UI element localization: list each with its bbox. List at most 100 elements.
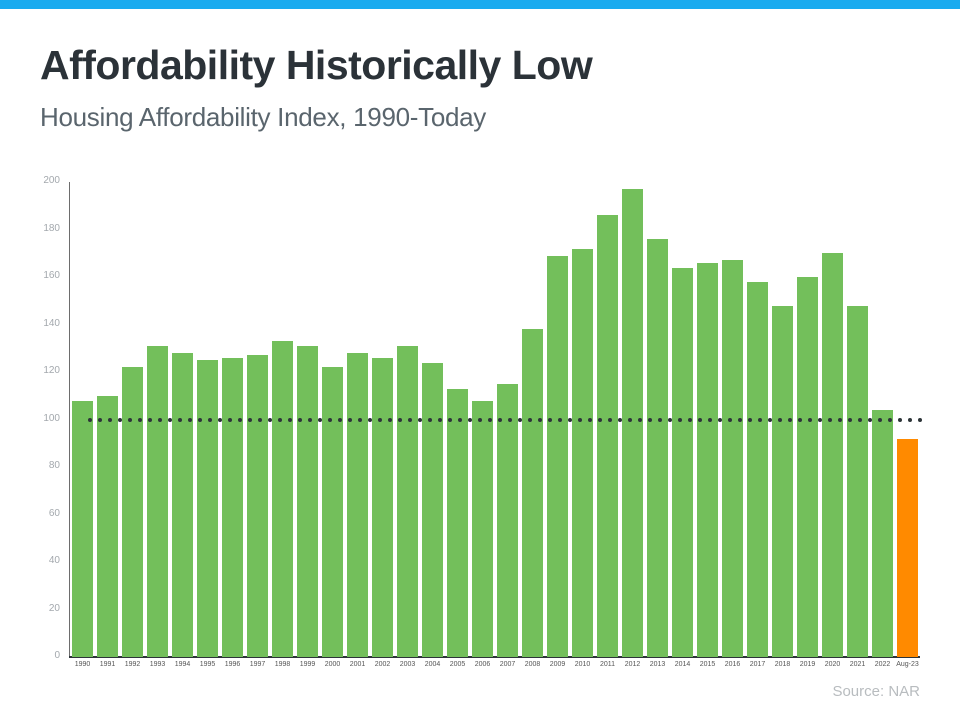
reference-line-dot: [678, 417, 682, 422]
reference-line-dot: [758, 417, 762, 422]
bar-2010: [572, 248, 593, 657]
x-tick-label: 1995: [199, 661, 216, 668]
x-tick-label: 2022: [874, 661, 891, 668]
reference-line-dot: [308, 417, 312, 422]
bar-2016: [722, 260, 743, 657]
y-tick-label: 80: [48, 460, 60, 471]
y-tick-label: 180: [43, 222, 60, 234]
reference-line-dot: [368, 417, 372, 422]
reference-line-dot: [198, 417, 202, 422]
bar-1990: [72, 400, 93, 657]
reference-line-dot: [88, 417, 92, 422]
reference-line-dot: [108, 417, 112, 422]
bar-2001: [347, 353, 368, 657]
reference-line-dot: [438, 417, 442, 422]
x-tick-label: 1990: [74, 661, 91, 668]
x-tick-label: 1998: [274, 661, 291, 668]
bar-2021: [847, 305, 868, 657]
bar-2006: [472, 400, 493, 657]
x-tick-label: 2009: [549, 661, 566, 668]
reference-line-dot: [568, 417, 572, 422]
reference-line-dot: [578, 417, 582, 422]
reference-line-dot: [458, 417, 462, 422]
bar-1992: [122, 367, 143, 657]
reference-line-dot: [258, 417, 262, 422]
bar-1993: [147, 345, 168, 657]
bar-2015: [697, 262, 718, 657]
reference-line-dot: [668, 417, 672, 422]
bar-2004: [422, 362, 443, 657]
x-tick-label: Aug-23: [896, 661, 919, 668]
reference-line-dot: [918, 417, 922, 422]
reference-line-dot: [478, 417, 482, 422]
reference-line-dot: [268, 417, 272, 422]
x-tick-label: 2015: [699, 661, 716, 668]
reference-line-dot: [298, 417, 302, 422]
x-tick-label: 2002: [374, 661, 391, 668]
bar-2003: [397, 345, 418, 657]
reference-line-dot: [638, 417, 642, 422]
bar-2017: [747, 281, 768, 657]
reference-line-dot: [338, 417, 342, 422]
page-subtitle: Housing Affordability Index, 1990-Today: [40, 102, 487, 132]
bar-1997: [247, 355, 268, 657]
x-tick-label: 1993: [149, 661, 166, 668]
reference-line-dot: [858, 417, 862, 422]
reference-line-dot: [178, 417, 182, 422]
reference-line-dot: [388, 417, 392, 422]
x-tick-label: 2021: [849, 661, 866, 668]
bar-1999: [297, 345, 318, 657]
bar-2007: [497, 383, 518, 657]
bar-2012: [622, 189, 643, 657]
x-tick-label: 2017: [749, 661, 766, 668]
x-tick-label: 2007: [499, 661, 516, 668]
reference-line-dot: [908, 417, 912, 422]
top-accent-bar: [0, 0, 960, 9]
bar-2022: [872, 410, 893, 657]
reference-line-dot: [648, 417, 652, 422]
reference-line-dot: [738, 417, 742, 422]
x-tick-label: 2019: [799, 661, 816, 668]
reference-line-dot: [288, 417, 292, 422]
reference-line-dot: [468, 417, 472, 422]
reference-line-dot: [598, 417, 602, 422]
x-tick-label: 2018: [774, 661, 791, 668]
reference-line-dot: [798, 417, 802, 422]
reference-line-dot: [748, 417, 752, 422]
reference-line-dot: [888, 417, 892, 422]
reference-line-dot: [838, 417, 842, 422]
reference-line-dot: [868, 417, 872, 422]
bar-1995: [197, 360, 218, 657]
x-tick-label: 2020: [824, 661, 841, 668]
reference-line-dot: [538, 417, 542, 422]
y-tick-label: 200: [43, 175, 60, 186]
bar-2000: [322, 367, 343, 657]
reference-line-dot: [708, 417, 712, 422]
x-tick-label: 2000: [324, 661, 341, 668]
reference-line-dot: [698, 417, 702, 422]
reference-line-dot: [188, 417, 192, 422]
reference-line-dot: [588, 417, 592, 422]
bar-2011: [597, 215, 618, 657]
bar-1998: [272, 341, 293, 657]
y-tick-label: 100: [43, 412, 60, 424]
y-tick-label: 160: [43, 270, 60, 281]
bar-Aug-23: [897, 438, 918, 657]
bar-2009: [547, 255, 568, 657]
x-tick-label: 2001: [349, 661, 366, 668]
reference-line-dot: [818, 417, 822, 422]
reference-line-dot: [498, 417, 502, 422]
y-tick-label: 60: [48, 507, 60, 519]
reference-line-dot: [608, 417, 612, 422]
y-tick-label: 140: [43, 317, 60, 329]
reference-line-dot: [688, 417, 692, 422]
x-tick-label: 2014: [674, 661, 691, 668]
reference-line-dot: [898, 417, 902, 422]
bar-2005: [447, 388, 468, 657]
reference-line-dot: [228, 417, 232, 422]
reference-line-dot: [318, 417, 322, 422]
reference-line-dot: [148, 417, 152, 422]
reference-line-dot: [828, 417, 832, 422]
reference-line-dot: [728, 417, 732, 422]
